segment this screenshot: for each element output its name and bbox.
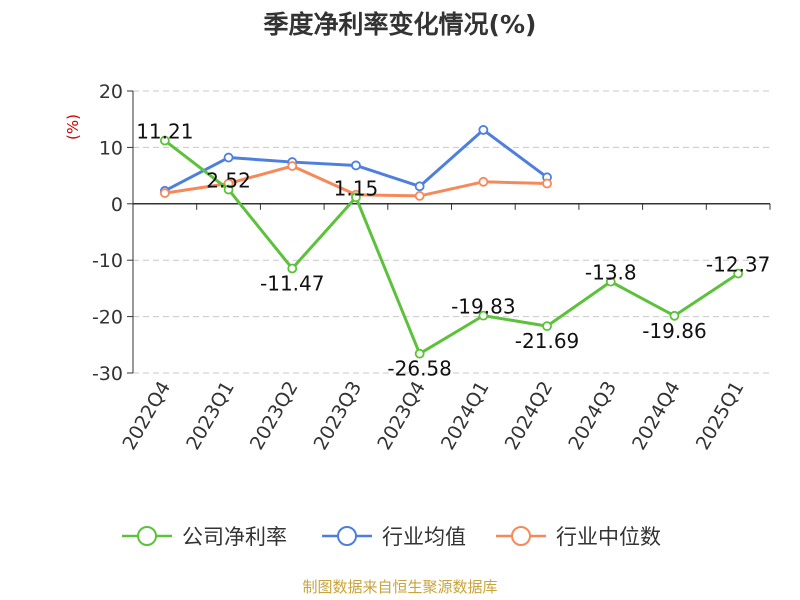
data-label: -11.47 (260, 271, 324, 295)
data-point[interactable] (159, 188, 170, 198)
data-point[interactable] (605, 276, 616, 287)
legend[interactable]: 公司净利率 行业均值 行业中位数 (122, 525, 661, 549)
x-tick-label: 2023Q2 (246, 378, 303, 454)
data-point[interactable] (669, 310, 680, 321)
chart-title: 季度净利率变化情况(%) (264, 10, 537, 39)
legend-item[interactable]: 公司净利率 (122, 525, 287, 549)
data-label: -19.86 (642, 319, 706, 343)
data-label: 2.52 (206, 169, 251, 193)
y-tick-label: -20 (92, 307, 123, 329)
x-tick-label: 2024Q1 (437, 377, 494, 453)
legend-label: 行业均值 (382, 525, 466, 549)
data-label: -12.37 (706, 253, 770, 277)
data-label: -13.8 (585, 261, 637, 285)
x-tick-label: 2023Q1 (182, 378, 239, 454)
data-point[interactable] (159, 135, 170, 146)
x-tick-label: 2025Q1 (692, 378, 749, 454)
data-point[interactable] (414, 181, 425, 192)
legend-label: 公司净利率 (182, 525, 287, 549)
legend-item[interactable]: 行业中位数 (496, 525, 661, 549)
legend-marker (137, 526, 157, 546)
x-tick-label: 2024Q2 (501, 378, 558, 454)
data-point[interactable] (351, 160, 361, 171)
data-labels: 11.21 2.52 -11.47 1.15 -26.58 -19.83-21.69 -13… (136, 120, 770, 381)
legend-marker (511, 526, 531, 546)
y-tick-label: -10 (92, 250, 123, 272)
gridlines (133, 90, 770, 374)
data-label: -21.69 (515, 329, 579, 353)
x-tick-label: 2024Q4 (628, 378, 685, 454)
data-label: -26.58 (387, 357, 451, 381)
data-point[interactable] (351, 192, 361, 203)
data-point[interactable] (287, 263, 298, 274)
x-tick-label: 2023Q3 (310, 378, 367, 454)
y-unit-label: (%) (64, 114, 82, 140)
data-label: 1.15 (334, 176, 379, 200)
y-tick-label: 0 (111, 194, 123, 216)
data-point[interactable] (542, 321, 552, 332)
data-point[interactable] (478, 176, 489, 187)
data-point[interactable] (414, 348, 425, 359)
data-point[interactable] (414, 191, 425, 201)
data-label: 11.21 (136, 120, 193, 144)
series-layer (159, 125, 744, 359)
series-line (163, 139, 739, 356)
legend-label: 行业中位数 (556, 525, 661, 549)
data-point[interactable] (542, 178, 552, 189)
data-point[interactable] (478, 310, 489, 321)
data-point[interactable] (223, 152, 234, 163)
x-tick-label: 2023Q4 (373, 378, 430, 454)
x-tick-label: 2022Q4 (118, 378, 175, 454)
data-point[interactable] (287, 161, 298, 171)
legend-marker (337, 526, 357, 546)
y-tick-label: -30 (92, 363, 123, 385)
source-note: 制图数据来自恒生聚源数据库 (302, 578, 497, 596)
y-tick-label: 10 (99, 137, 123, 159)
data-label: -19.83 (451, 295, 515, 319)
x-tick-label: 2024Q3 (564, 378, 621, 454)
data-point[interactable] (223, 184, 234, 195)
data-point[interactable] (733, 268, 744, 279)
y-tick-label: 20 (99, 81, 123, 103)
data-point[interactable] (478, 125, 489, 135)
legend-item[interactable]: 行业均值 (322, 525, 466, 549)
